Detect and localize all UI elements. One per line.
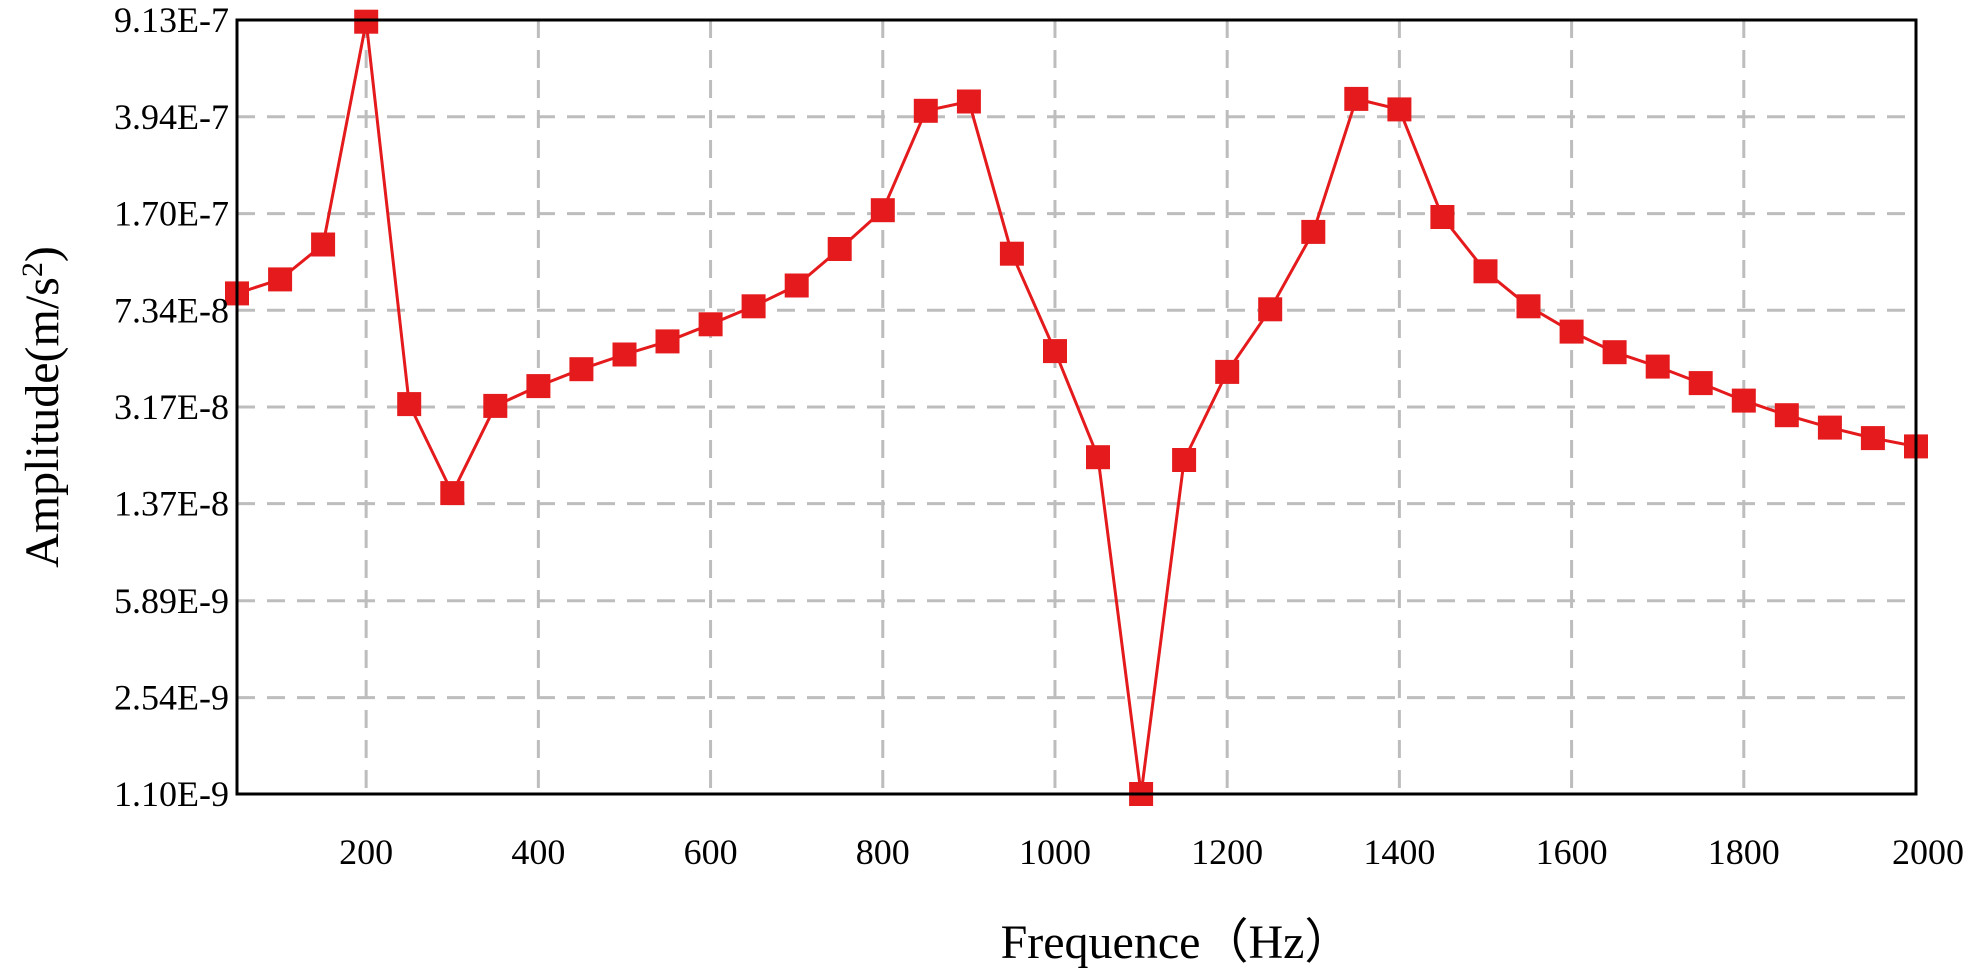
data-point xyxy=(440,481,465,506)
y-tick-labels: 1.10E-9 2.54E-9 5.89E-9 1.37E-8 3.17E-8 7.34E… xyxy=(114,0,229,814)
y-tick-label: 1.37E-8 xyxy=(114,484,229,524)
data-point xyxy=(1387,97,1412,122)
data-point xyxy=(1344,86,1369,111)
data-point xyxy=(1258,297,1283,322)
x-tick-label: 400 xyxy=(511,832,565,872)
data-point xyxy=(784,273,809,298)
data-point xyxy=(1645,354,1670,379)
data-point xyxy=(1473,259,1498,284)
y-tick-label: 5.89E-9 xyxy=(114,581,229,621)
x-tick-label: 2000 xyxy=(1892,832,1964,872)
data-point xyxy=(1172,448,1197,472)
data-point xyxy=(483,393,508,418)
series-layer xyxy=(225,9,1928,806)
y-tick-label: 7.34E-8 xyxy=(114,290,229,330)
data-point xyxy=(1602,340,1627,365)
data-point xyxy=(870,198,895,223)
data-point xyxy=(1043,339,1067,364)
x-tick-label: 1600 xyxy=(1536,832,1608,872)
y-tick-label: 1.70E-7 xyxy=(114,194,229,234)
y-tick-label: 1.10E-9 xyxy=(114,774,229,814)
y-axis-title-end: ) xyxy=(16,246,69,262)
data-point xyxy=(655,329,680,354)
series-line xyxy=(236,21,1917,795)
y-tick-label: 2.54E-9 xyxy=(114,678,229,718)
data-point xyxy=(354,9,379,34)
x-tick-label: 200 xyxy=(339,832,393,872)
x-tick-label: 1400 xyxy=(1363,832,1435,872)
grid-lines xyxy=(237,20,1916,794)
data-point xyxy=(698,312,723,337)
data-point xyxy=(1774,403,1799,428)
data-point xyxy=(1215,359,1240,384)
data-point xyxy=(1860,426,1885,451)
data-point xyxy=(1516,294,1541,319)
data-point xyxy=(612,342,637,367)
y-axis-title: Amplitude(m/s2) xyxy=(16,246,69,568)
data-point xyxy=(1301,219,1326,244)
data-point xyxy=(1688,371,1713,396)
data-point xyxy=(741,294,766,319)
x-tick-label: 1200 xyxy=(1191,832,1263,872)
data-point xyxy=(311,232,336,257)
data-point xyxy=(268,267,293,292)
data-point xyxy=(569,357,594,382)
y-tick-label: 9.13E-7 xyxy=(114,0,229,40)
y-tick-label: 3.94E-7 xyxy=(114,97,229,137)
data-point xyxy=(397,392,422,417)
data-point xyxy=(956,89,981,114)
x-tick-label: 1800 xyxy=(1708,832,1780,872)
data-point xyxy=(1817,415,1842,440)
x-tick-label: 1000 xyxy=(1019,832,1091,872)
data-point xyxy=(999,241,1024,266)
x-tick-label: 600 xyxy=(684,832,738,872)
data-point xyxy=(913,98,938,123)
x-tick-labels: 200 400 600 800 1000 1200 1400 1600 1800 2000 xyxy=(339,832,1964,872)
data-point xyxy=(1559,319,1584,344)
y-axis-title-sup: 2 xyxy=(16,262,49,277)
x-tick-label: 800 xyxy=(856,832,910,872)
y-axis-title-base: Amplitude(m/s xyxy=(16,277,69,568)
data-point xyxy=(1086,445,1110,470)
data-point xyxy=(526,374,551,399)
y-tick-label: 3.17E-8 xyxy=(114,387,229,427)
x-axis-title: Frequence（Hz） xyxy=(1001,916,1353,969)
data-point xyxy=(1430,205,1455,229)
data-point xyxy=(1731,388,1756,413)
data-point xyxy=(827,237,852,261)
plot-frame xyxy=(235,18,1918,796)
